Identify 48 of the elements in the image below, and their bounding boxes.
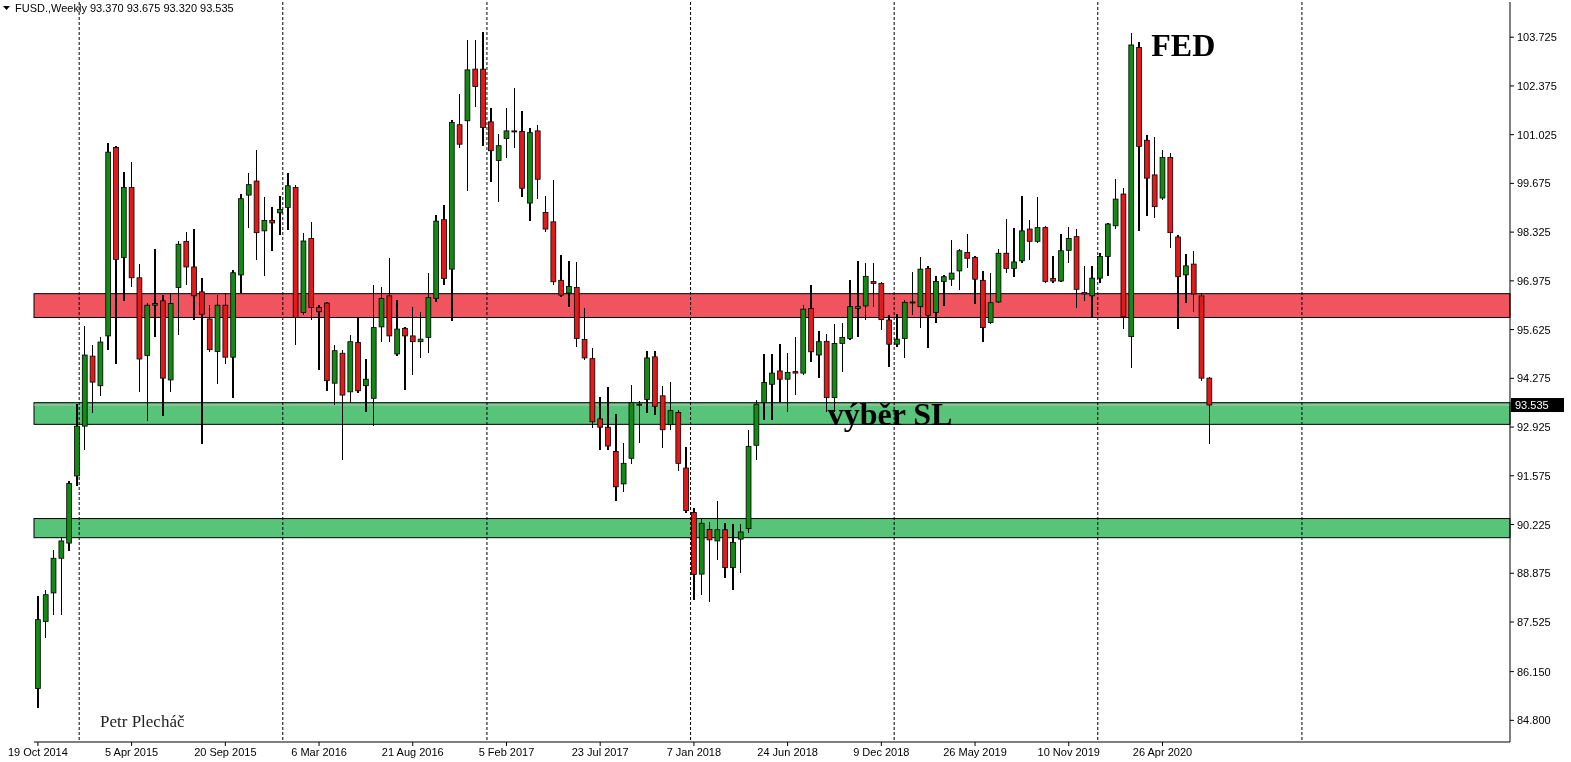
candlestick <box>495 134 502 202</box>
y-tick-label: 98.325 <box>1517 226 1551 239</box>
candlestick <box>1050 255 1056 284</box>
y-tick-label: 87.525 <box>1517 615 1551 628</box>
y-tick-label: 84.800 <box>1517 714 1551 727</box>
candlestick <box>245 173 252 228</box>
annotation: FED <box>1151 27 1216 64</box>
candlestick <box>402 326 408 391</box>
y-tick-label: 86.150 <box>1517 665 1551 678</box>
y-tick-label: 90.225 <box>1517 518 1551 531</box>
y-tick-label: 103.725 <box>1517 31 1557 44</box>
x-tick-label: 19 Oct 2014 <box>7 746 68 758</box>
y-tick-label: 101.025 <box>1517 128 1557 141</box>
x-tick-label: 24 Jun 2018 <box>757 746 818 758</box>
y-tick-label: 91.575 <box>1517 469 1551 482</box>
x-tick-label: 20 Sep 2015 <box>194 746 257 758</box>
y-tick-label: 94.275 <box>1517 372 1551 385</box>
y-tick-label: 96.975 <box>1517 274 1551 287</box>
x-tick-label: 26 Apr 2020 <box>1132 746 1193 758</box>
x-tick-label: 5 Apr 2015 <box>105 746 159 758</box>
x-tick-label: 5 Feb 2017 <box>478 746 535 758</box>
candlestick <box>620 443 627 493</box>
y-tick-label: 102.375 <box>1517 79 1557 92</box>
candlestick <box>948 240 955 287</box>
x-tick-label: 21 Aug 2016 <box>381 746 444 758</box>
band-label: výběr SL <box>827 395 953 432</box>
x-tick-label: 6 Mar 2016 <box>291 746 347 758</box>
candlestick <box>472 39 479 108</box>
y-tick-label: 95.625 <box>1517 323 1551 336</box>
chart-title: FUSD.,Weekly 93.370 93.675 93.320 93.535 <box>15 2 234 14</box>
x-tick-label: 23 Jul 2017 <box>571 746 629 758</box>
candlestick <box>1011 227 1017 277</box>
candlestick <box>456 94 463 149</box>
candlestick <box>816 331 822 379</box>
y-tick-label: 99.675 <box>1517 177 1551 190</box>
candlestick <box>1065 226 1072 263</box>
y-tick-label: 92.925 <box>1517 421 1551 434</box>
candlestick <box>956 249 963 291</box>
y-tick-label: 88.875 <box>1517 567 1551 580</box>
annotation: Petr Plecháč <box>100 712 185 731</box>
candlestick <box>269 207 276 251</box>
candlestick <box>964 234 971 269</box>
x-tick-label: 9 Dec 2018 <box>853 746 910 758</box>
ref-line-label: 93.535 <box>1515 399 1549 412</box>
candlestick <box>284 173 291 230</box>
x-tick-label: 7 Jan 2018 <box>666 746 722 758</box>
x-tick-label: 26 May 2019 <box>943 746 1007 758</box>
x-tick-label: 10 Nov 2019 <box>1037 746 1100 758</box>
